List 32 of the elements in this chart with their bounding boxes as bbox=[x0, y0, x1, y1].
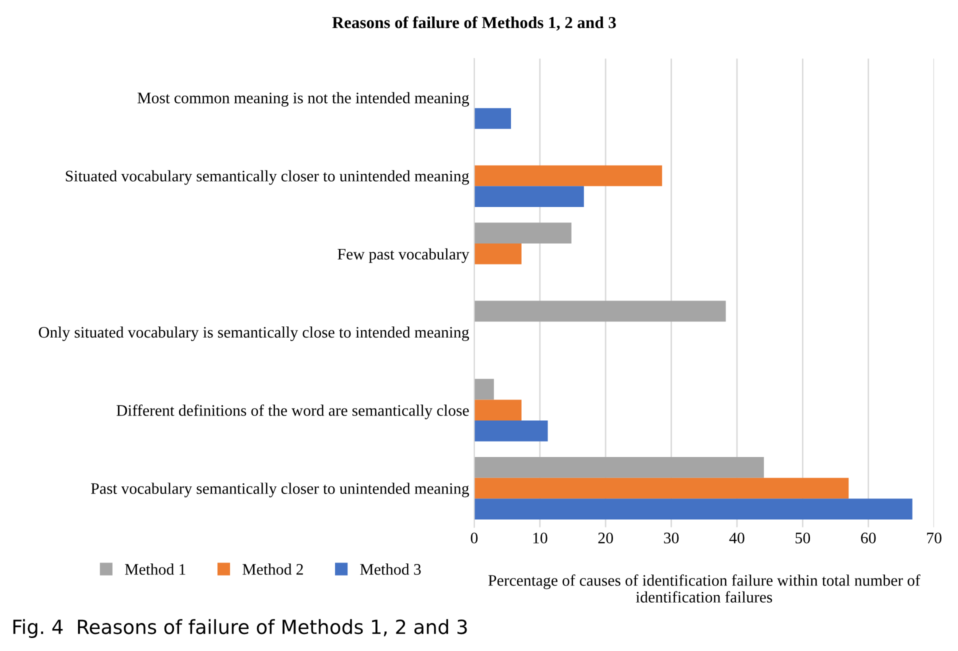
bar bbox=[474, 478, 849, 499]
x-tick-label: 60 bbox=[861, 532, 876, 544]
legend-label: Method 2 bbox=[242, 564, 303, 575]
y-tick-label: Only situated vocabulary is semantically close to intended meaning bbox=[38, 326, 470, 341]
x-tick-label: 30 bbox=[664, 532, 679, 544]
bar bbox=[474, 243, 522, 264]
y-tick-label: Few past vocabulary bbox=[338, 248, 470, 263]
bar bbox=[474, 378, 494, 400]
bar bbox=[474, 420, 548, 442]
bar bbox=[474, 222, 572, 244]
y-tick-label: Situated vocabulary semantically closer to unintended meaning bbox=[66, 170, 470, 185]
y-tick-label: Most common meaning is not the intended meaning bbox=[138, 92, 470, 107]
bar bbox=[474, 300, 726, 322]
bar bbox=[474, 457, 764, 478]
x-tick-label: 20 bbox=[598, 532, 613, 544]
x-tick-label: 70 bbox=[927, 532, 942, 544]
bar bbox=[474, 400, 522, 421]
bar bbox=[474, 498, 912, 520]
bar bbox=[474, 108, 511, 129]
x-tick-label: 0 bbox=[470, 532, 478, 544]
legend-label: Method 3 bbox=[360, 564, 421, 575]
caption: Fig. 4 Reasons of failure of Methods 1, 2 and 3 bbox=[13, 619, 467, 638]
x-tick-label: 40 bbox=[729, 532, 744, 544]
x-tick-label: 10 bbox=[533, 532, 548, 544]
y-tick-label: Different definitions of the word are semantically close bbox=[116, 404, 469, 420]
x-axis-title: Percentage of causes of identification failure within total number of identification failures bbox=[488, 574, 920, 603]
bar bbox=[474, 186, 584, 208]
y-tick-label: Past vocabulary semantically closer to unintended meaning bbox=[91, 482, 470, 498]
chart-title: Reasons of failure of Methods 1, 2 and 3 bbox=[332, 16, 616, 31]
legend-label: Method 1 bbox=[125, 564, 186, 575]
x-tick-label: 50 bbox=[796, 532, 810, 544]
bar bbox=[474, 165, 662, 186]
